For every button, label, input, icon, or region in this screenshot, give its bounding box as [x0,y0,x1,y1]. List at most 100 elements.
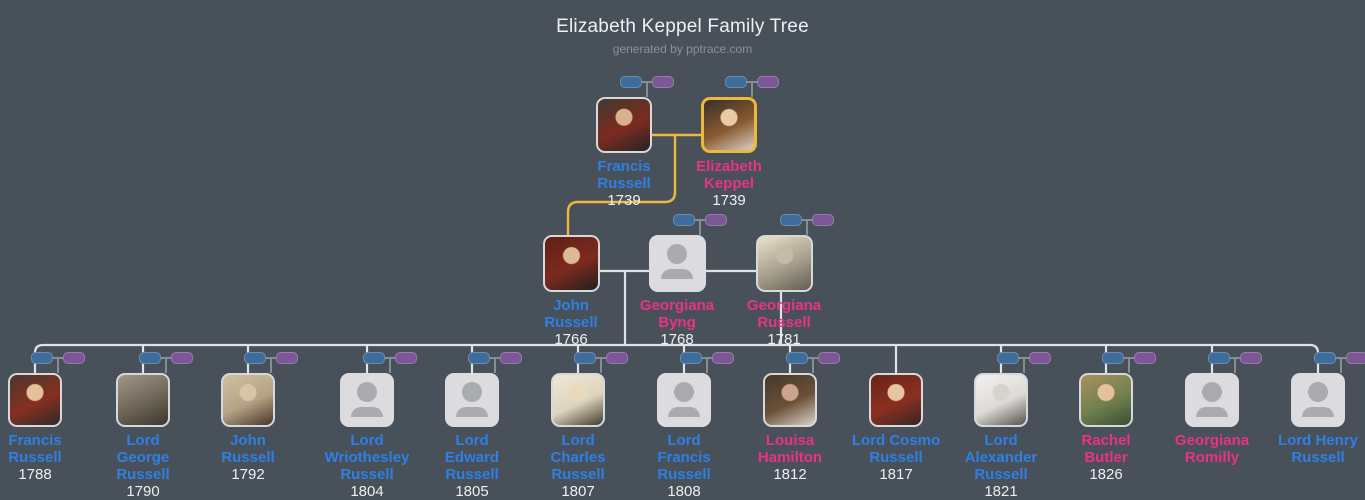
mini-pair-stub [706,358,708,373]
person-name-block: Lord George Russell 1790 [83,432,203,500]
collapsed-father-icon[interactable] [680,352,702,364]
collapsed-father-icon[interactable] [786,352,808,364]
person-name-line: Russell [8,449,62,466]
collapsed-father-icon[interactable] [1208,352,1230,364]
portrait-placeholder-lord-edward-russell-1805[interactable] [445,373,499,427]
collapsed-father-icon[interactable] [363,352,385,364]
collapsed-mother-icon[interactable] [395,352,417,364]
portrait-image-lord-george-russell-1790[interactable] [116,373,170,427]
collapsed-mother-icon[interactable] [606,352,628,364]
birth-year: 1807 [561,483,595,500]
portrait-image-francis-russell-1739[interactable] [596,97,652,153]
portrait-placeholder-georgiana-romilly[interactable] [1185,373,1239,427]
collapsed-father-icon[interactable] [244,352,266,364]
collapsed-mother-icon[interactable] [652,76,674,88]
portrait-image-lord-charles-russell-1807[interactable] [551,373,605,427]
collapsed-mother-icon[interactable] [63,352,85,364]
person-name-line: Russell [221,449,275,466]
portrait-image-john-russell-1766[interactable] [542,235,600,292]
portrait-image-georgiana-russell-1781[interactable] [755,235,813,292]
collapsed-mother-icon[interactable] [757,76,779,88]
collapsed-father-icon[interactable] [1314,352,1336,364]
collapsed-father-icon[interactable] [468,352,490,364]
collapsed-father-icon[interactable] [139,352,161,364]
person-name-line: Georgiana [746,297,822,314]
person-name-block: Francis Russell 1739 [564,158,684,209]
person-name-block: Georgiana Romilly [1152,432,1272,466]
person-name-line: Russell [869,449,923,466]
collapsed-parents-pair [669,72,789,97]
mini-pair-stub [270,358,272,373]
portrait-image-rachel-butler-1826[interactable] [1079,373,1133,427]
collapsed-mother-icon[interactable] [812,214,834,226]
birth-year: 1821 [984,483,1018,500]
mini-pair-stub [494,358,496,373]
collapsed-father-icon[interactable] [620,76,642,88]
birth-year: 1826 [1089,466,1123,483]
person-name-line: Hamilton [757,449,823,466]
mini-pair-stub [389,358,391,373]
person-name-line: Lord [667,432,701,449]
birth-year: 1739 [712,192,746,209]
collapsed-father-icon[interactable] [673,214,695,226]
person-name-line: Russell [1291,449,1345,466]
person-name-block: Georgiana Byng 1768 [617,297,737,348]
birth-year: 1792 [231,466,265,483]
collapsed-father-icon[interactable] [725,76,747,88]
person-name-line: Russell [551,466,605,483]
birth-year: 1790 [126,483,160,500]
mini-pair-stub [806,220,808,235]
person-name-line: Lord Henry [1277,432,1358,449]
person-name-line: Francis [597,158,651,175]
collapsed-parents-pair [83,348,203,373]
person-name-line: Wriothesley [324,449,410,466]
person-name-line: Lord [350,432,384,449]
mini-pair-stub [1128,358,1130,373]
collapsed-mother-icon[interactable] [1240,352,1262,364]
collapsed-mother-icon[interactable] [500,352,522,364]
collapsed-father-icon[interactable] [31,352,53,364]
portrait-placeholder-lord-henry-russell[interactable] [1291,373,1345,427]
portrait-image-louisa-hamilton-1812[interactable] [763,373,817,427]
portrait-image-lord-cosmo-russell-1817[interactable] [869,373,923,427]
person-name-line: Lord [126,432,160,449]
portrait-placeholder-lord-wriothesley-russell-1804[interactable] [340,373,394,427]
collapsed-mother-icon[interactable] [171,352,193,364]
collapsed-mother-icon[interactable] [705,214,727,226]
collapsed-mother-icon[interactable] [818,352,840,364]
collapsed-parents-pair [730,348,850,373]
collapsed-parents-pair [307,348,427,373]
person-name-line: Georgiana [1174,432,1250,449]
collapsed-parents-pair [0,348,95,373]
person-name-line: Byng [658,314,696,331]
mini-pair-stub [1234,358,1236,373]
collapsed-father-icon[interactable] [780,214,802,226]
birth-year: 1805 [455,483,489,500]
mini-pair-stub [699,220,701,235]
collapsed-father-icon[interactable] [1102,352,1124,364]
person-name-line: John [553,297,589,314]
mini-pair-stub [812,358,814,373]
portrait-image-lord-alexander-russell-1821[interactable] [974,373,1028,427]
collapsed-mother-icon[interactable] [1029,352,1051,364]
portrait-placeholder-lord-francis-russell-1808[interactable] [657,373,711,427]
birth-year: 1781 [767,331,801,348]
person-name-block: Lord Cosmo Russell 1817 [836,432,956,483]
person-name-line: Alexander [964,449,1038,466]
person-name-block: Lord Charles Russell 1807 [518,432,638,500]
person-name-line: Russell [657,466,711,483]
collapsed-father-icon[interactable] [997,352,1019,364]
collapsed-mother-icon[interactable] [712,352,734,364]
person-name-line: John [230,432,266,449]
portrait-image-john-russell-1792[interactable] [221,373,275,427]
birth-year: 1788 [18,466,52,483]
collapsed-parents-pair [188,348,308,373]
collapsed-father-icon[interactable] [574,352,596,364]
portrait-image-francis-russell-1788[interactable] [8,373,62,427]
portrait-image-elizabeth-keppel-1739[interactable] [701,97,757,153]
collapsed-mother-icon[interactable] [1134,352,1156,364]
collapsed-mother-icon[interactable] [1346,352,1365,364]
collapsed-parents-pair [412,348,532,373]
portrait-placeholder-georgiana-byng-1768[interactable] [648,235,706,292]
collapsed-mother-icon[interactable] [276,352,298,364]
